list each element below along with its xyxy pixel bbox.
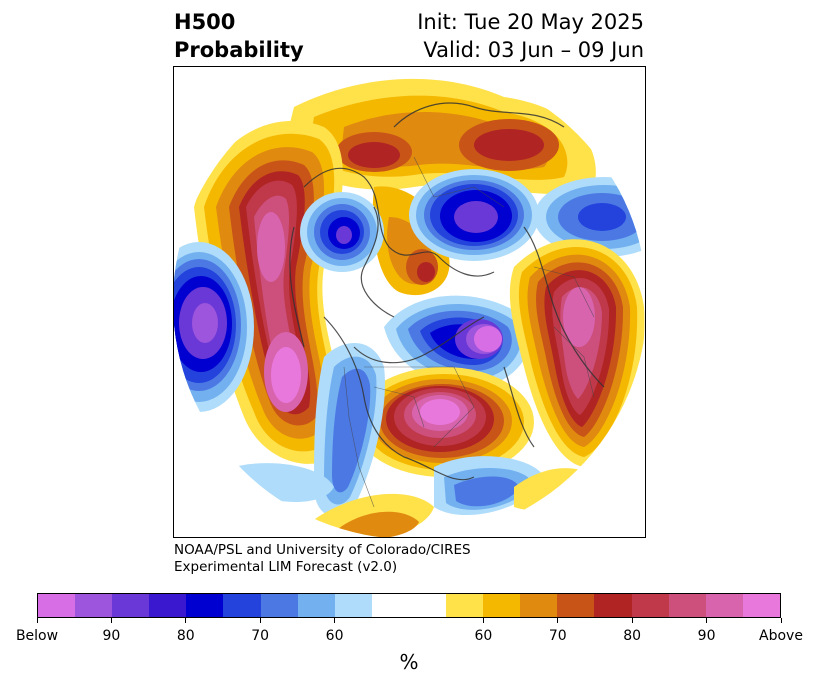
polar-map-svg (174, 67, 645, 537)
colorbar-segment (668, 594, 706, 617)
colorbar-segment (297, 594, 335, 617)
colorbar-units: % (399, 650, 419, 674)
colorbar-tick-label: 60 (325, 628, 344, 644)
colorbar-tick-mark (557, 618, 559, 623)
colorbar-tick-mark (780, 618, 782, 623)
colorbar-segment (260, 594, 298, 617)
colorbar-tick-mark (334, 618, 336, 623)
arctic-negative-anomaly (409, 169, 539, 261)
colorbar-segment (446, 594, 484, 617)
init-date: Init: Tue 20 May 2025 (417, 10, 644, 34)
colorbar-tick-mark (36, 618, 38, 623)
colorbar-tick-mark (482, 618, 484, 623)
colorbar-segment (112, 594, 150, 617)
coastlines (289, 102, 605, 481)
colorbar-segment (483, 594, 521, 617)
colorbar-tick-label: 70 (251, 628, 270, 644)
borders (343, 156, 595, 508)
valid-range: Valid: 03 Jun – 09 Jun (423, 38, 644, 62)
map-title: H500 Probability (174, 8, 304, 64)
colorbar-segment (742, 594, 780, 617)
colorbar-segment (520, 594, 558, 617)
forecast-dates: Init: Tue 20 May 2025 Valid: 03 Jun – 09… (417, 8, 644, 64)
colorbar-segment (223, 594, 261, 617)
colorbar-tick-label: 80 (623, 628, 642, 644)
colorbar-tick-label: Below (15, 628, 59, 644)
colorbar-segment (594, 594, 632, 617)
colorbar-segment (631, 594, 669, 617)
colorbar-tick-mark (631, 618, 633, 623)
siberia-negative-anomaly (300, 192, 384, 272)
credit-line-1: NOAA/PSL and University of Colorado/CIRE… (174, 542, 471, 558)
central-negative-anomaly (384, 295, 531, 387)
colorbar-tick-label: 90 (697, 628, 716, 644)
variable-label: H500 (174, 10, 236, 34)
field-label: Probability (174, 38, 304, 62)
colorbar-tick-label: 70 (548, 628, 567, 644)
colorbar-tick-mark (706, 618, 708, 623)
colorbar-tick-label: Above (759, 628, 803, 644)
colorbar-tick-mark (259, 618, 261, 623)
north-america-positive-anomaly (354, 367, 534, 477)
credit-line-2: Experimental LIM Forecast (v2.0) (174, 559, 398, 575)
colorbar-segment (149, 594, 187, 617)
colorbar-segment (75, 594, 113, 617)
colorbar-segment (408, 594, 447, 617)
colorbar-segment (371, 594, 409, 617)
colorbar-tick-mark (110, 618, 112, 623)
colorbar-segment (186, 594, 224, 617)
credit-text: NOAA/PSL and University of Colorado/CIRE… (174, 542, 471, 576)
colorbar-segment (334, 594, 372, 617)
colorbar-tick-label: 60 (474, 628, 493, 644)
colorbar-tick-mark (185, 618, 187, 623)
colorbar-segment (557, 594, 595, 617)
colorbar-tick-label: 80 (176, 628, 195, 644)
pacific-positive-anomaly (194, 120, 346, 464)
probability-map (173, 66, 646, 538)
arctic-positive-anomaly (284, 78, 596, 296)
colorbar-segment (705, 594, 743, 617)
colorbar-segment (38, 594, 76, 617)
anomaly-field (174, 67, 645, 537)
colorbar (37, 593, 781, 618)
colorbar-tick-label: 90 (102, 628, 121, 644)
